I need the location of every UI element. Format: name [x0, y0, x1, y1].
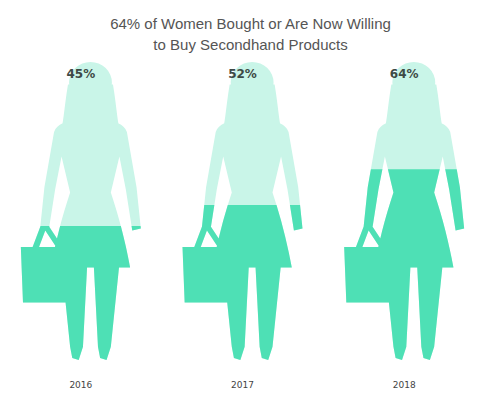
svg-text:2017: 2017	[231, 380, 254, 390]
svg-text:52%: 52%	[228, 67, 257, 81]
svg-text:2018: 2018	[393, 380, 416, 390]
svg-text:45%: 45%	[66, 67, 95, 81]
svg-text:to Buy Secondhand Products: to Buy Secondhand Products	[153, 36, 347, 53]
svg-text:64%: 64%	[390, 67, 419, 81]
svg-text:64% of Women Bought or Are Now: 64% of Women Bought or Are Now Willing	[110, 15, 391, 32]
svg-text:2016: 2016	[69, 380, 92, 390]
